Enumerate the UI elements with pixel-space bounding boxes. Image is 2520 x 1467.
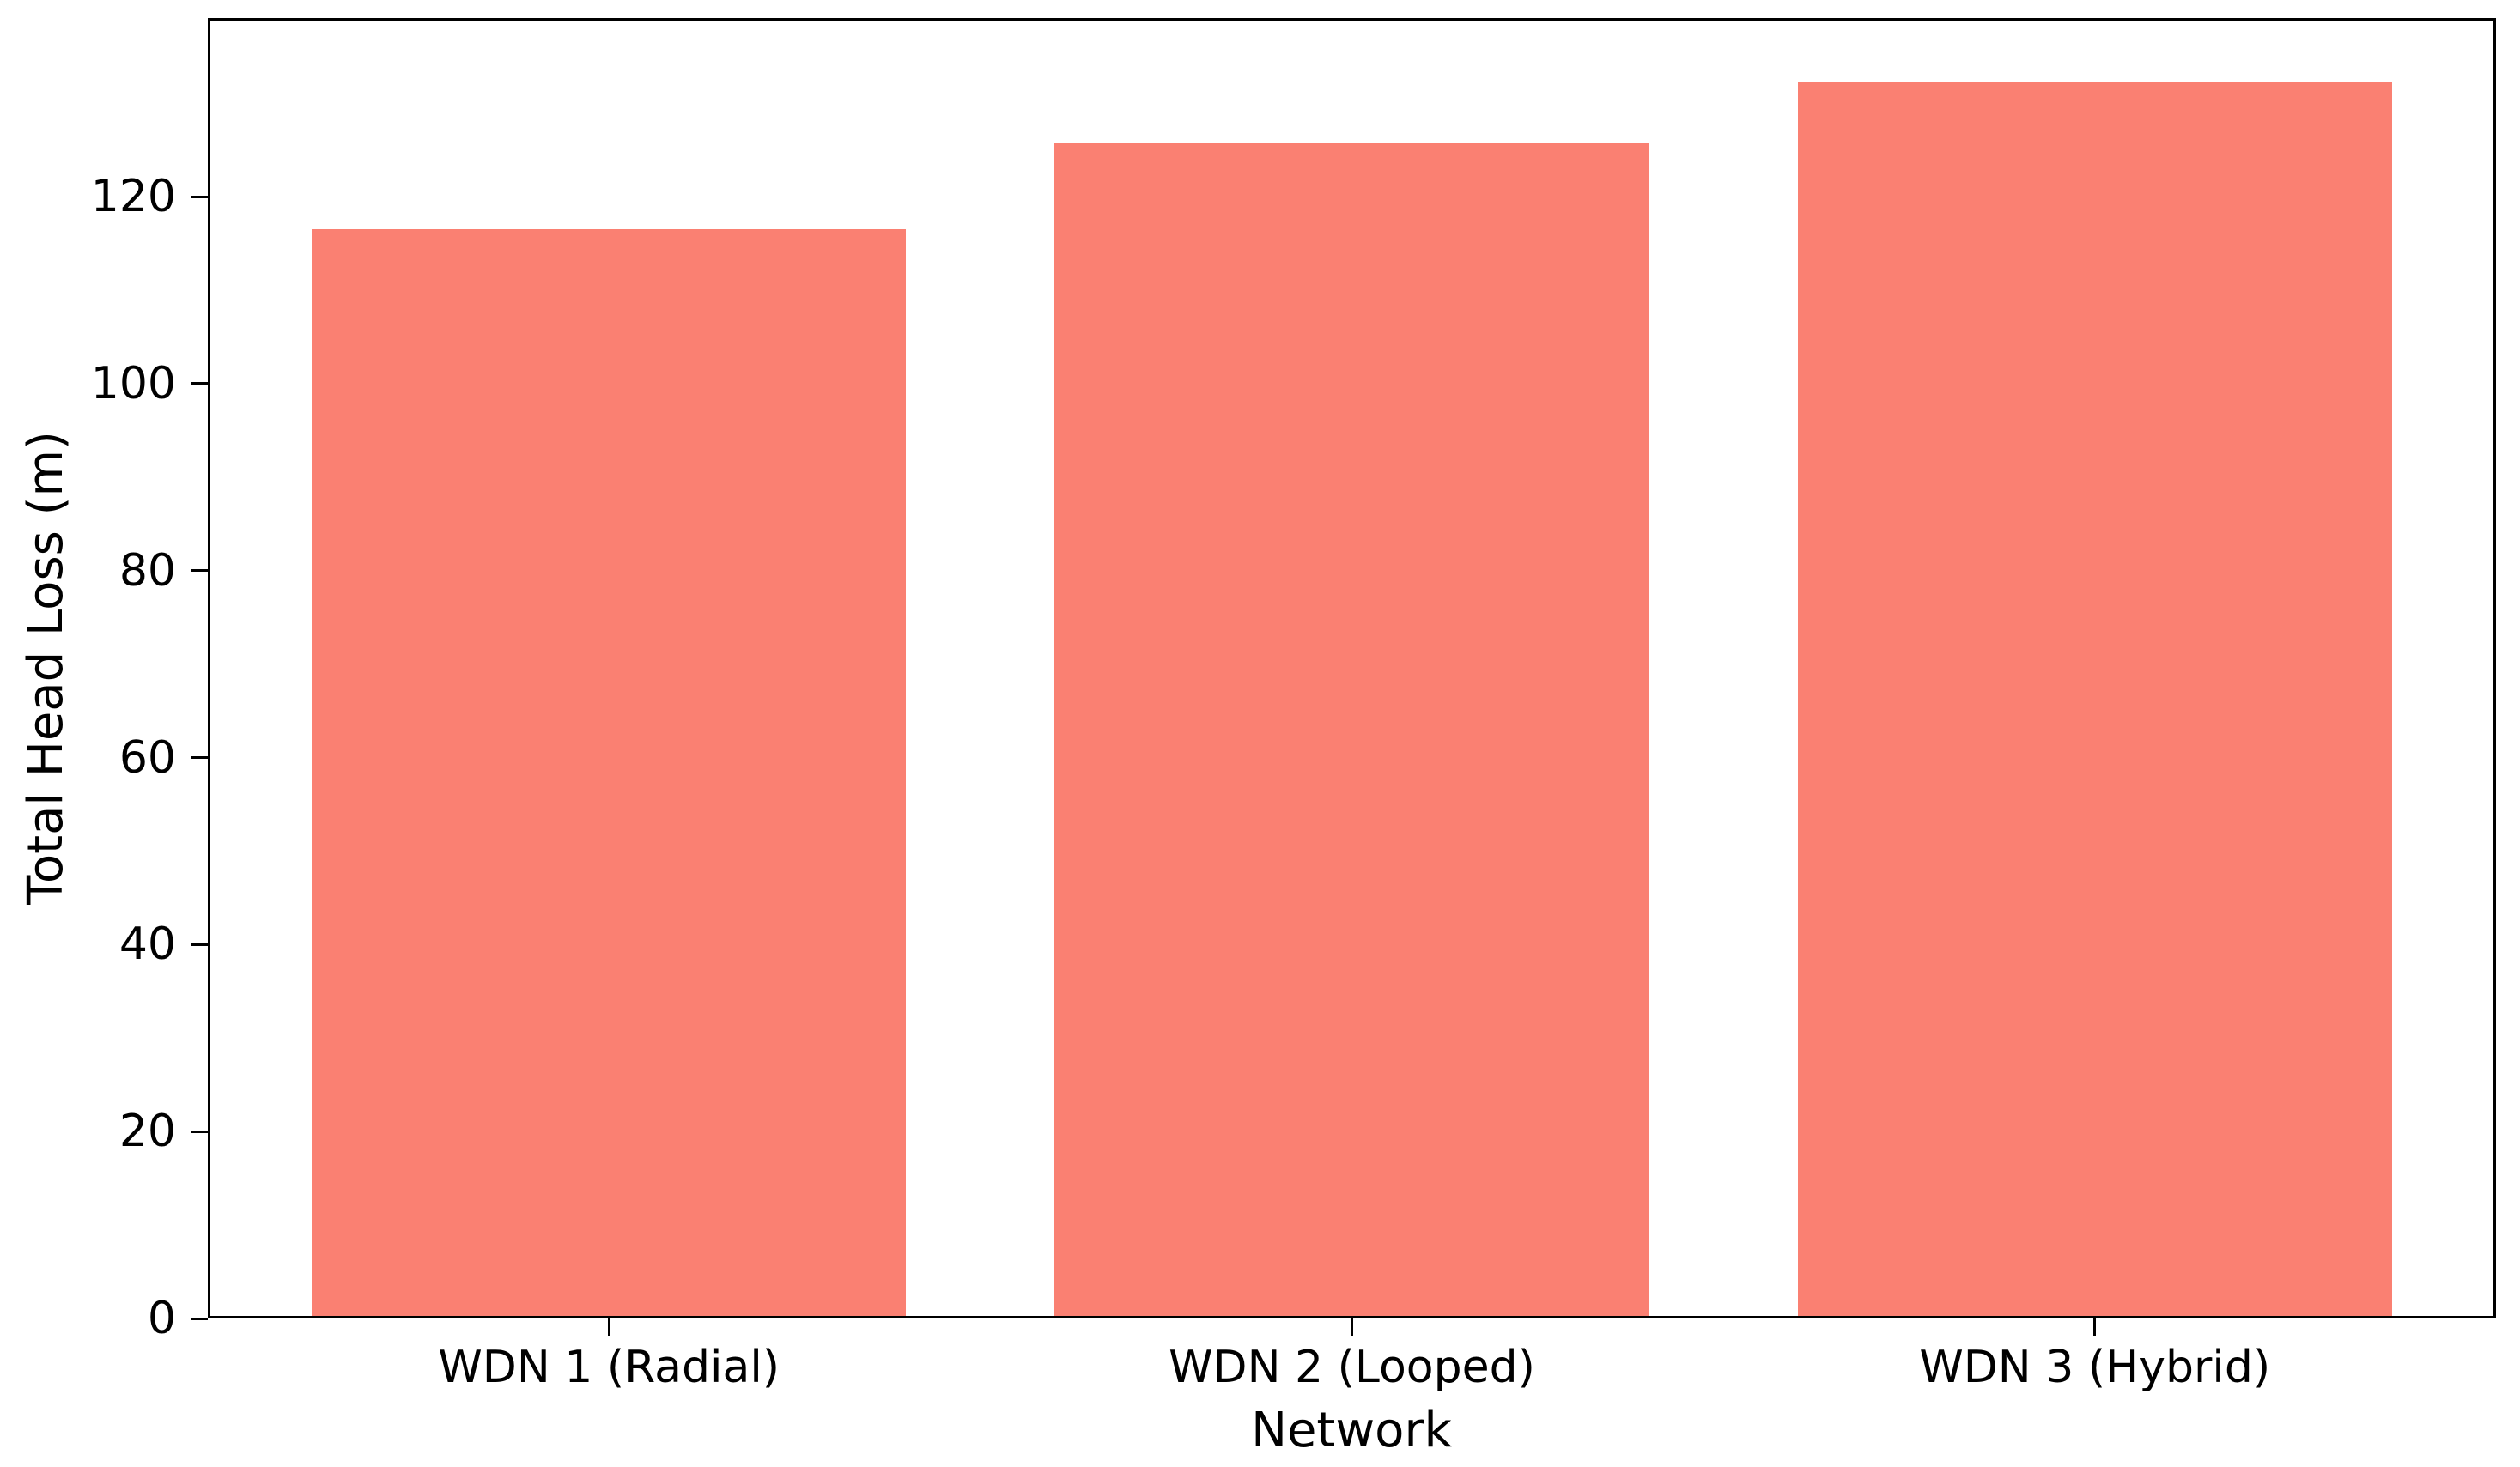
y-tick-label: 100 — [90, 357, 176, 409]
y-tick-mark — [191, 1130, 208, 1133]
bar-1 — [312, 229, 907, 1318]
y-tick-mark — [191, 195, 208, 198]
y-tick-mark — [191, 943, 208, 946]
y-tick-mark — [191, 1317, 208, 1320]
bar-3 — [1797, 82, 2392, 1318]
x-tick-mark — [607, 1318, 610, 1336]
x-tick-mark — [2093, 1318, 2097, 1336]
y-tick-label: 20 — [118, 1106, 176, 1158]
y-tick-label: 80 — [118, 544, 176, 597]
bar-2 — [1054, 142, 1649, 1318]
x-tick-mark — [1351, 1318, 1353, 1336]
x-tick-label: WDN 3 (Hybrid) — [1919, 1342, 2271, 1393]
y-tick-mark — [191, 569, 208, 573]
y-tick-label: 120 — [90, 171, 176, 223]
x-axis-title: Network — [1251, 1403, 1452, 1458]
x-tick-label: WDN 1 (Radial) — [438, 1342, 780, 1393]
plot-area — [208, 18, 2496, 1318]
x-tick-label: WDN 2 (Looped) — [1169, 1342, 1535, 1393]
y-tick-mark — [191, 382, 208, 385]
y-tick-label: 40 — [118, 918, 176, 971]
y-tick-mark — [191, 756, 208, 759]
y-tick-label: 60 — [118, 731, 176, 784]
y-tick-label: 0 — [147, 1293, 176, 1344]
